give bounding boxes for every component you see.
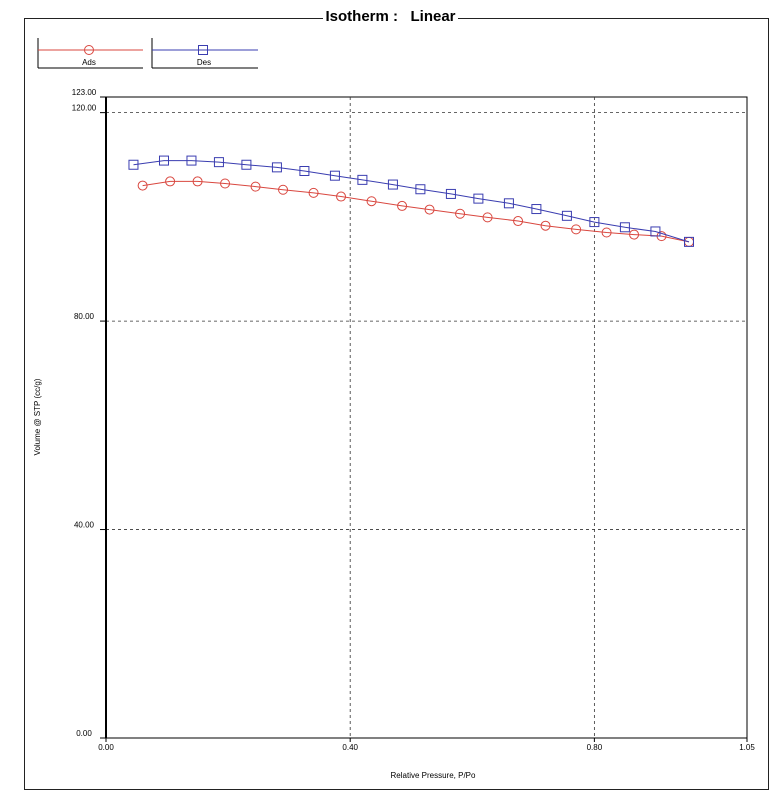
y-axis-ticks: 0.00 40.00 80.00 120.00 123.00 bbox=[72, 88, 106, 739]
data-point-ads bbox=[366, 196, 377, 207]
data-point-des bbox=[473, 193, 484, 204]
data-point-des bbox=[445, 188, 456, 199]
data-point-ads bbox=[165, 176, 176, 187]
legend: Ads Des bbox=[37, 38, 258, 69]
series-des-line bbox=[133, 160, 690, 243]
chart-title: Isotherm : Linear bbox=[323, 8, 458, 25]
legend-item-des: Des bbox=[151, 38, 258, 69]
series-ads-line bbox=[142, 180, 690, 243]
series-layer bbox=[128, 155, 695, 247]
legend-ads-marker bbox=[84, 45, 94, 55]
data-point-ads bbox=[540, 220, 551, 231]
data-point-ads bbox=[601, 227, 612, 238]
y-axis-label: Volume @ STP (cc/g) bbox=[33, 378, 42, 455]
x-tick-label: 0.40 bbox=[342, 743, 358, 752]
data-point-des bbox=[241, 159, 252, 170]
data-point-des bbox=[299, 166, 310, 177]
data-point-ads bbox=[397, 200, 408, 211]
data-point-ads bbox=[571, 224, 582, 235]
data-point-des bbox=[589, 217, 600, 228]
y-tick-label: 120.00 bbox=[72, 104, 97, 113]
legend-des-marker bbox=[198, 45, 208, 55]
data-point-des bbox=[329, 170, 340, 181]
data-point-des bbox=[387, 179, 398, 190]
data-point-ads bbox=[220, 178, 231, 189]
legend-ads-label: Ads bbox=[82, 58, 96, 67]
x-axis-label: Relative Pressure, P/Po bbox=[391, 771, 476, 780]
data-point-ads bbox=[336, 191, 347, 202]
data-point-ads bbox=[629, 229, 640, 240]
plot-area bbox=[105, 96, 748, 739]
data-point-ads bbox=[513, 216, 524, 227]
data-point-ads bbox=[308, 187, 319, 198]
x-axis-ticks: 0.00 0.40 0.80 1.05 bbox=[98, 738, 755, 752]
data-point-des bbox=[128, 159, 139, 170]
data-point-des bbox=[271, 162, 282, 173]
data-point-ads bbox=[455, 208, 466, 219]
y-tick-label: 123.00 bbox=[72, 88, 97, 97]
y-tick-label: 0.00 bbox=[76, 729, 92, 738]
series-des bbox=[128, 155, 695, 247]
data-point-ads bbox=[137, 180, 148, 191]
x-tick-label: 0.80 bbox=[587, 743, 603, 752]
data-point-des bbox=[650, 226, 661, 237]
legend-des-label: Des bbox=[197, 58, 211, 67]
data-point-ads bbox=[250, 181, 261, 192]
y-tick-label: 80.00 bbox=[74, 312, 95, 321]
data-point-des bbox=[684, 236, 695, 247]
y-tick-label: 40.00 bbox=[74, 521, 95, 530]
x-tick-label: 1.05 bbox=[739, 743, 755, 752]
data-point-des bbox=[158, 155, 169, 166]
data-point-des bbox=[531, 204, 542, 215]
x-tick-label: 0.00 bbox=[98, 743, 114, 752]
data-point-ads bbox=[192, 176, 203, 187]
data-point-ads bbox=[482, 212, 493, 223]
data-point-des bbox=[561, 210, 572, 221]
data-point-ads bbox=[278, 184, 289, 195]
data-point-des bbox=[415, 184, 426, 195]
data-point-des bbox=[619, 222, 630, 233]
series-ads bbox=[137, 176, 695, 247]
grid bbox=[106, 97, 747, 738]
legend-item-ads: Ads bbox=[37, 38, 143, 69]
data-point-des bbox=[186, 155, 197, 166]
data-point-ads bbox=[424, 204, 435, 215]
data-point-des bbox=[213, 157, 224, 168]
data-point-des bbox=[503, 198, 514, 209]
data-point-des bbox=[357, 174, 368, 185]
